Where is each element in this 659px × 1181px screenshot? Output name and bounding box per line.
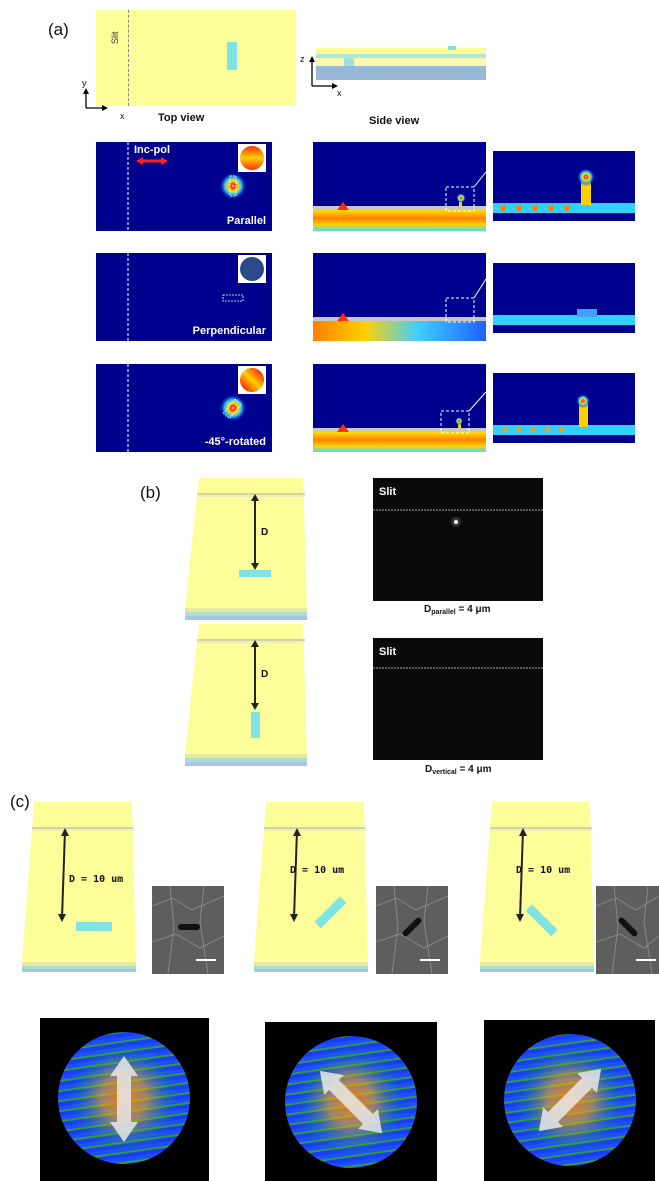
- side-field-map-rotated: [313, 364, 486, 452]
- side-field-map-perpendicular: [313, 253, 486, 341]
- side-view-schematic: [316, 46, 486, 82]
- slit-label-vertical: Slit: [379, 646, 397, 658]
- sem-image-minus45deg: [596, 886, 659, 974]
- row-label-rotated: -45°-rotated: [204, 436, 266, 448]
- top-axes: [82, 88, 122, 118]
- farfield-image-0deg: [40, 1018, 209, 1181]
- polarization-inset: [238, 255, 266, 283]
- axis-x-label-side: x: [337, 88, 342, 98]
- farfield-image-minus45deg: [484, 1020, 655, 1181]
- d-label-c-2: D = 10 um: [516, 865, 571, 876]
- inc-pol-label: Inc-pol: [134, 144, 171, 156]
- d-label-parallel: D: [261, 527, 269, 538]
- farfield-image-45deg: [265, 1022, 437, 1181]
- measurement-vertical: Slit: [373, 638, 543, 760]
- caption-d-sub: vertical: [432, 769, 457, 776]
- zoom-field-map-parallel: [493, 151, 635, 221]
- caption-d-sub: parallel: [431, 609, 456, 616]
- caption-d-main: D: [424, 604, 432, 615]
- schematic-3d-parallel: [183, 476, 323, 621]
- measurement-parallel: Slit: [373, 478, 543, 601]
- axis-x-label: x: [120, 111, 125, 121]
- zoom-field-map-perpendicular: [493, 263, 635, 333]
- caption-d-rest: = 4 μm: [455, 604, 491, 615]
- caption-d-main: D: [425, 764, 433, 775]
- d-label-c-0: D = 10 um: [69, 874, 124, 885]
- schematic-c-0deg: [20, 800, 150, 972]
- caption-d-vertical: Dvertical = 4 μm: [425, 764, 492, 776]
- polarization-inset: [238, 366, 266, 394]
- panel-label-b: (b): [140, 483, 161, 502]
- axis-y-label: y: [82, 78, 87, 88]
- sem-image-45deg: [376, 886, 448, 974]
- slit-label-parallel: Slit: [379, 486, 397, 498]
- sem-image-0deg: [152, 886, 224, 974]
- side-view-caption: Side view: [369, 115, 420, 127]
- slit-line: [128, 10, 129, 106]
- panel-label-a: (a): [48, 20, 69, 39]
- top-field-map-perpendicular: Perpendicular: [96, 253, 272, 341]
- row-label-parallel: Parallel: [226, 215, 266, 227]
- schematic-c-minus45deg: [478, 800, 608, 972]
- nanorod-antenna: [227, 42, 237, 70]
- slit-label: Slit: [110, 31, 120, 44]
- d-label-c-1: D = 10 um: [290, 865, 345, 876]
- schematic-c-45deg: [252, 800, 382, 972]
- polarization-inset: [238, 144, 266, 172]
- top-field-map-parallel: Inc-pol Parallel: [96, 142, 272, 231]
- panel-label-c: (c): [10, 792, 30, 811]
- side-axes: [306, 54, 346, 94]
- top-view-schematic: Slit: [96, 10, 296, 106]
- caption-d-parallel: Dparallel = 4 μm: [424, 604, 491, 616]
- schematic-3d-vertical: [183, 622, 323, 767]
- caption-d-rest: = 4 μm: [456, 764, 492, 775]
- axis-z-label: z: [300, 54, 305, 64]
- row-label-perpendicular: Perpendicular: [192, 325, 266, 337]
- zoom-field-map-rotated: [493, 373, 635, 443]
- top-view-caption: Top view: [158, 112, 205, 124]
- d-label-vertical: D: [261, 669, 269, 680]
- side-field-map-parallel: [313, 142, 486, 231]
- top-field-map-rotated: -45°-rotated: [96, 364, 272, 452]
